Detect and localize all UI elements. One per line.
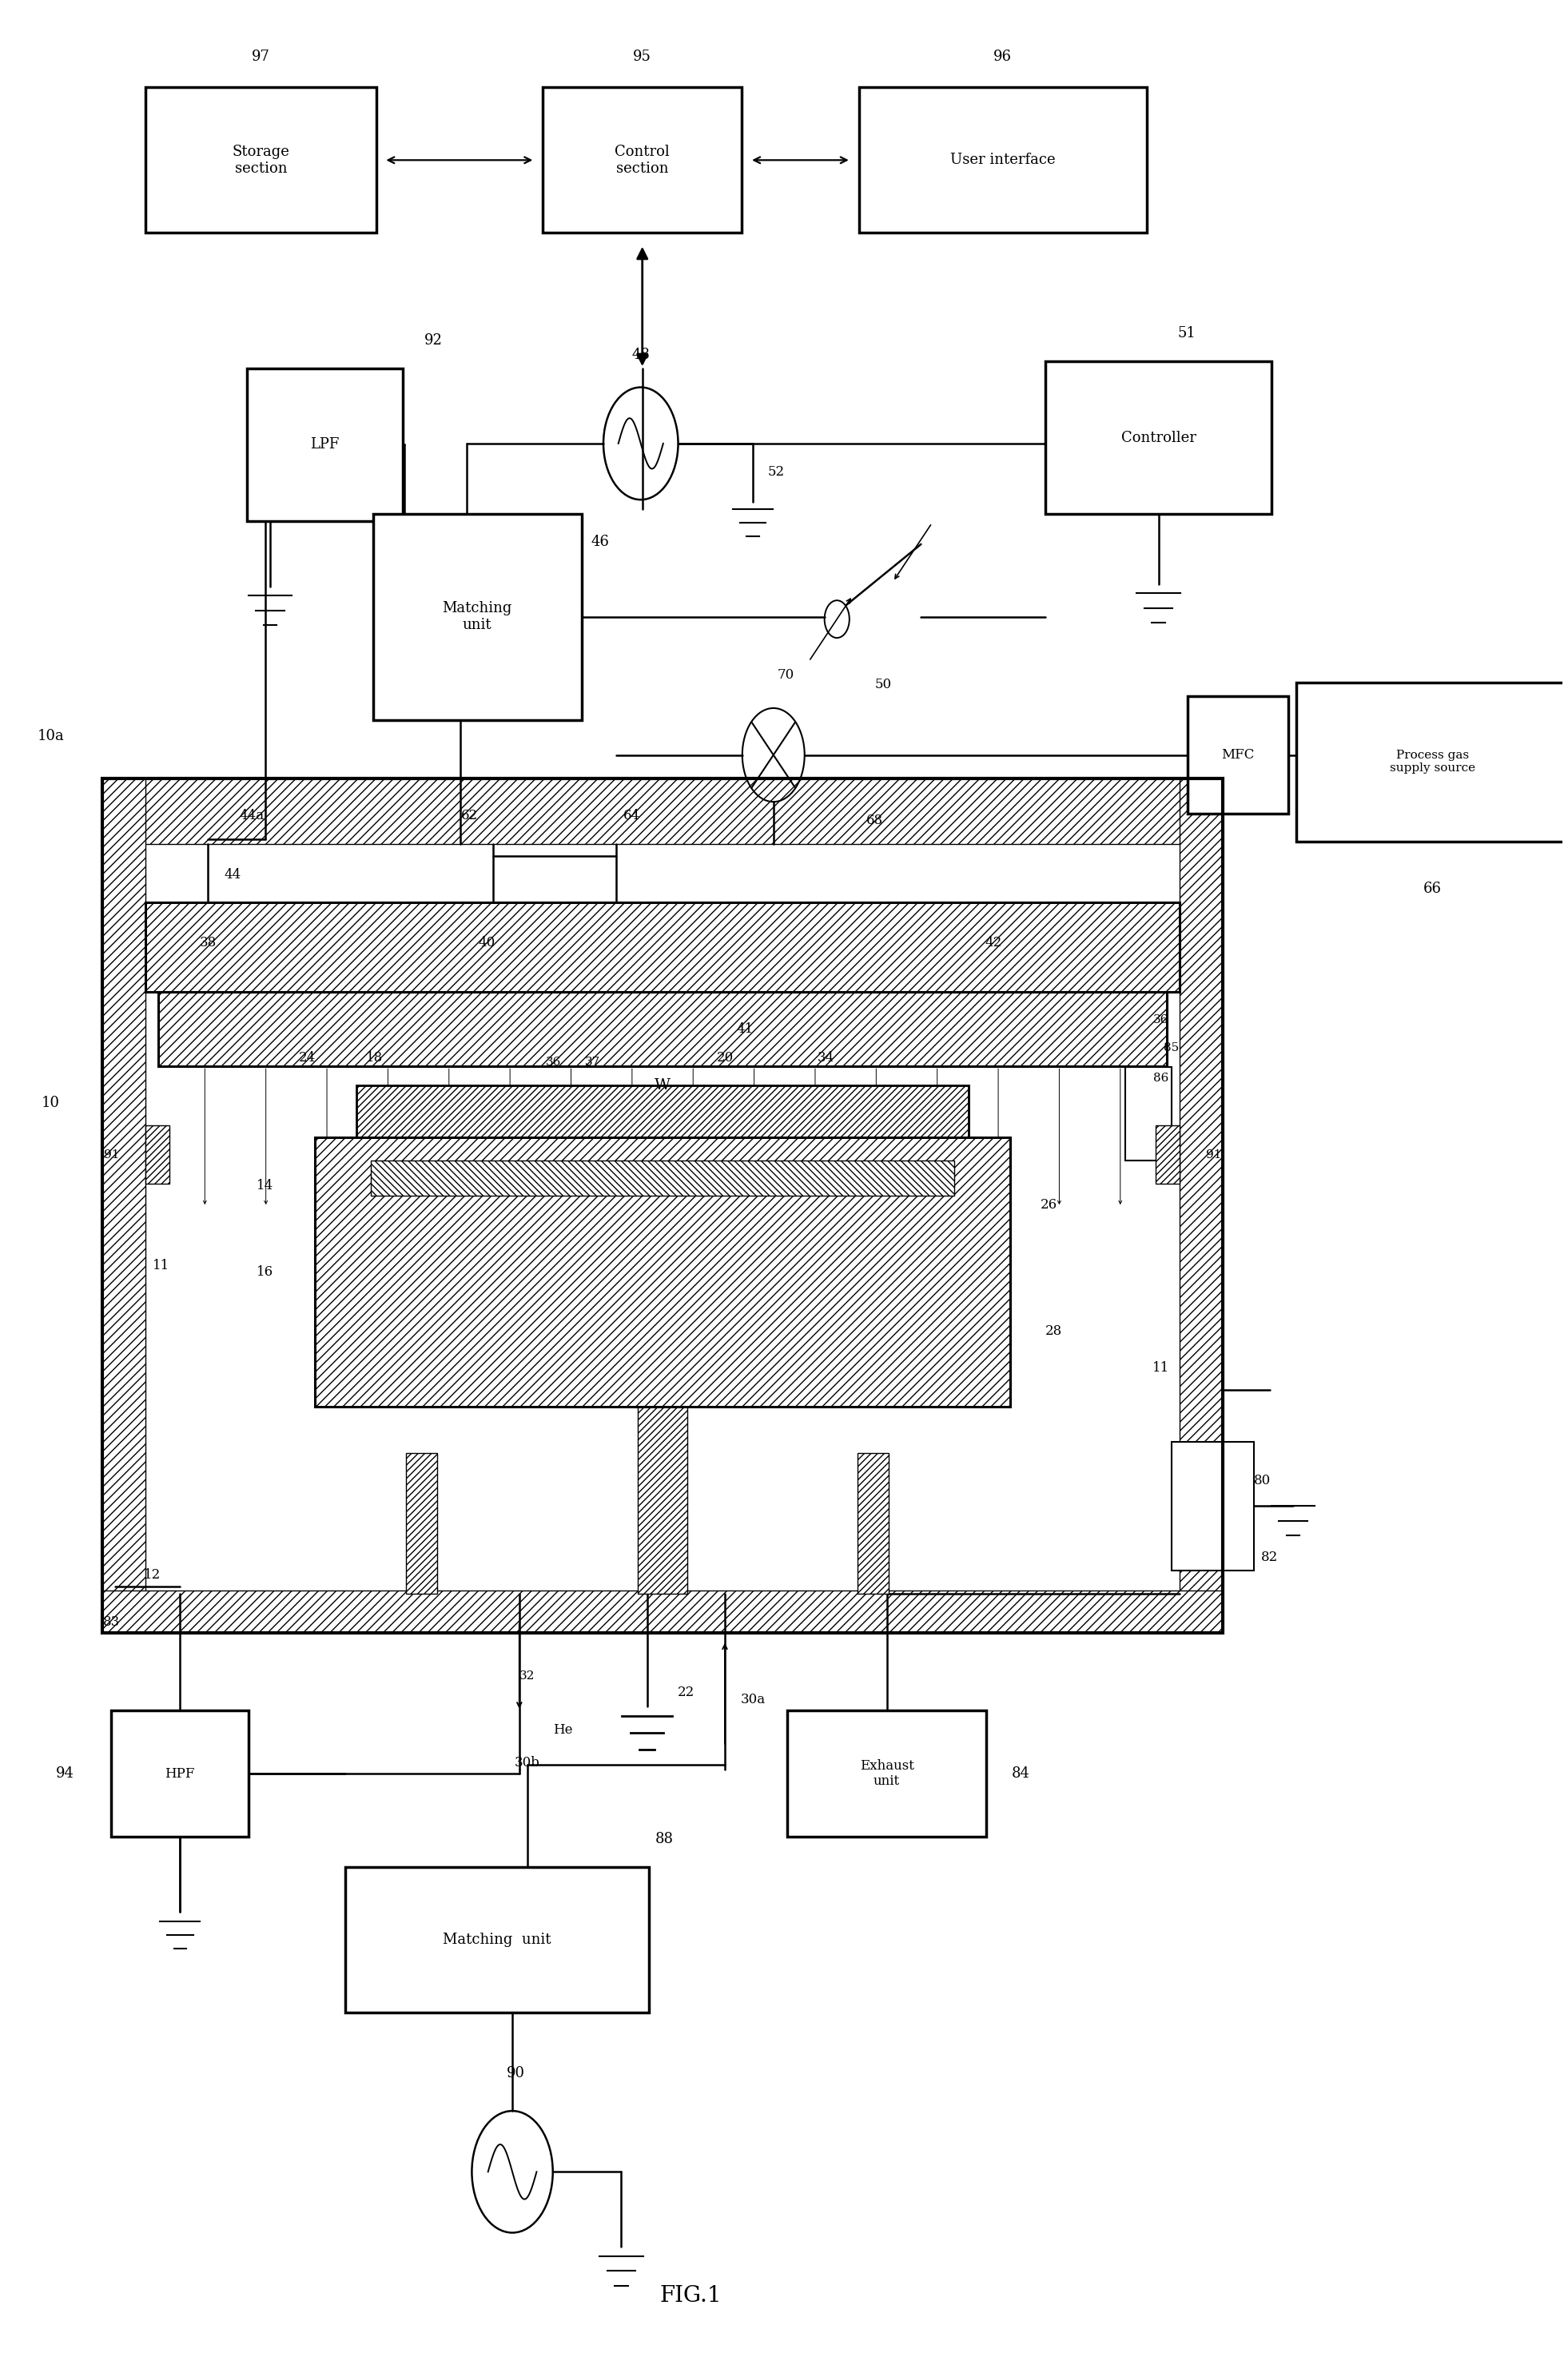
Bar <box>370 1160 955 1195</box>
Text: Control
section: Control section <box>615 144 670 176</box>
Bar <box>406 1454 437 1593</box>
Text: 37: 37 <box>585 1056 601 1068</box>
Text: 26: 26 <box>1041 1198 1057 1212</box>
Bar <box>102 779 1223 845</box>
Text: 20: 20 <box>717 1052 734 1064</box>
Text: 84: 84 <box>1011 1767 1030 1781</box>
Text: 95: 95 <box>633 49 651 64</box>
Text: 28: 28 <box>1046 1325 1062 1339</box>
Text: 32: 32 <box>519 1671 535 1682</box>
Text: 22: 22 <box>677 1685 695 1699</box>
Text: 11: 11 <box>152 1259 169 1273</box>
Bar <box>102 1591 1223 1633</box>
Bar <box>358 1085 969 1136</box>
Text: 36: 36 <box>1152 1014 1168 1026</box>
Text: MFC: MFC <box>1221 748 1254 762</box>
Bar <box>1046 362 1272 513</box>
Text: 30a: 30a <box>740 1692 765 1706</box>
Text: 10: 10 <box>41 1096 60 1111</box>
Text: 91: 91 <box>103 1148 119 1160</box>
Text: 64: 64 <box>624 809 640 824</box>
Text: 90: 90 <box>506 2066 525 2080</box>
Bar <box>1171 1442 1254 1569</box>
Text: 30b: 30b <box>514 1755 539 1769</box>
Bar <box>787 1711 986 1838</box>
Text: 92: 92 <box>425 334 442 348</box>
Text: 91: 91 <box>1206 1148 1221 1160</box>
Text: 11: 11 <box>1152 1362 1170 1374</box>
Text: 86: 86 <box>1152 1073 1168 1085</box>
Bar <box>1179 779 1223 1633</box>
Text: 85: 85 <box>1163 1042 1179 1054</box>
Text: 24: 24 <box>299 1052 315 1064</box>
Text: 38: 38 <box>199 936 216 948</box>
Bar <box>158 991 1167 1066</box>
Bar <box>1297 682 1568 842</box>
Bar <box>1187 696 1289 814</box>
Text: 83: 83 <box>103 1614 119 1628</box>
Bar <box>246 369 403 520</box>
Bar <box>543 87 742 233</box>
Bar <box>358 1085 969 1136</box>
Bar <box>146 904 1179 991</box>
Text: 94: 94 <box>55 1767 74 1781</box>
Text: 44: 44 <box>224 868 241 880</box>
Text: 50: 50 <box>875 678 892 692</box>
Text: 88: 88 <box>655 1833 673 1847</box>
Bar <box>859 87 1146 233</box>
Bar <box>102 779 1223 1633</box>
Bar <box>146 904 1179 991</box>
Text: Exhaust
unit: Exhaust unit <box>859 1760 914 1788</box>
Text: LPF: LPF <box>310 438 339 452</box>
Text: 12: 12 <box>143 1569 160 1581</box>
Text: User interface: User interface <box>950 153 1055 167</box>
Bar <box>102 779 146 1633</box>
Text: 10a: 10a <box>38 729 64 744</box>
Bar <box>315 1136 1010 1407</box>
Text: Storage
section: Storage section <box>232 144 290 176</box>
Text: 44a: 44a <box>238 809 263 824</box>
Text: 97: 97 <box>252 49 270 64</box>
Text: 68: 68 <box>866 814 883 828</box>
Text: Matching  unit: Matching unit <box>442 1932 550 1948</box>
Bar <box>345 1868 649 2012</box>
Bar <box>158 991 1167 1066</box>
Text: 42: 42 <box>985 936 1002 948</box>
Text: 48: 48 <box>632 348 649 362</box>
Text: 66: 66 <box>1424 882 1441 896</box>
Bar <box>858 1454 889 1593</box>
Bar <box>111 1711 248 1838</box>
Text: 40: 40 <box>478 936 495 948</box>
Text: 62: 62 <box>461 809 478 824</box>
Text: 34: 34 <box>817 1052 834 1064</box>
Text: Process gas
supply source: Process gas supply source <box>1389 751 1475 774</box>
Text: 46: 46 <box>591 534 610 548</box>
Text: He: He <box>554 1722 572 1737</box>
Text: 36: 36 <box>546 1056 561 1068</box>
Text: 82: 82 <box>1261 1551 1278 1565</box>
Bar <box>638 1407 687 1593</box>
Text: 51: 51 <box>1178 327 1195 341</box>
Text: HPF: HPF <box>165 1767 194 1781</box>
Text: 96: 96 <box>994 49 1011 64</box>
Bar <box>146 87 376 233</box>
Text: 52: 52 <box>768 466 784 478</box>
Text: 18: 18 <box>365 1052 383 1064</box>
Bar <box>1124 1066 1171 1160</box>
Bar <box>1156 1125 1179 1184</box>
Text: W: W <box>654 1078 671 1092</box>
Text: 70: 70 <box>778 668 795 682</box>
Text: FIG.1: FIG.1 <box>660 2285 721 2306</box>
Text: 80: 80 <box>1253 1473 1270 1487</box>
Bar <box>373 513 582 720</box>
Text: Controller: Controller <box>1121 431 1196 445</box>
Text: Matching
unit: Matching unit <box>442 602 513 633</box>
Bar <box>315 1136 1010 1407</box>
Text: 41: 41 <box>737 1021 754 1035</box>
Bar <box>146 1125 169 1184</box>
Text: 14: 14 <box>257 1179 274 1193</box>
Text: 16: 16 <box>257 1266 274 1278</box>
